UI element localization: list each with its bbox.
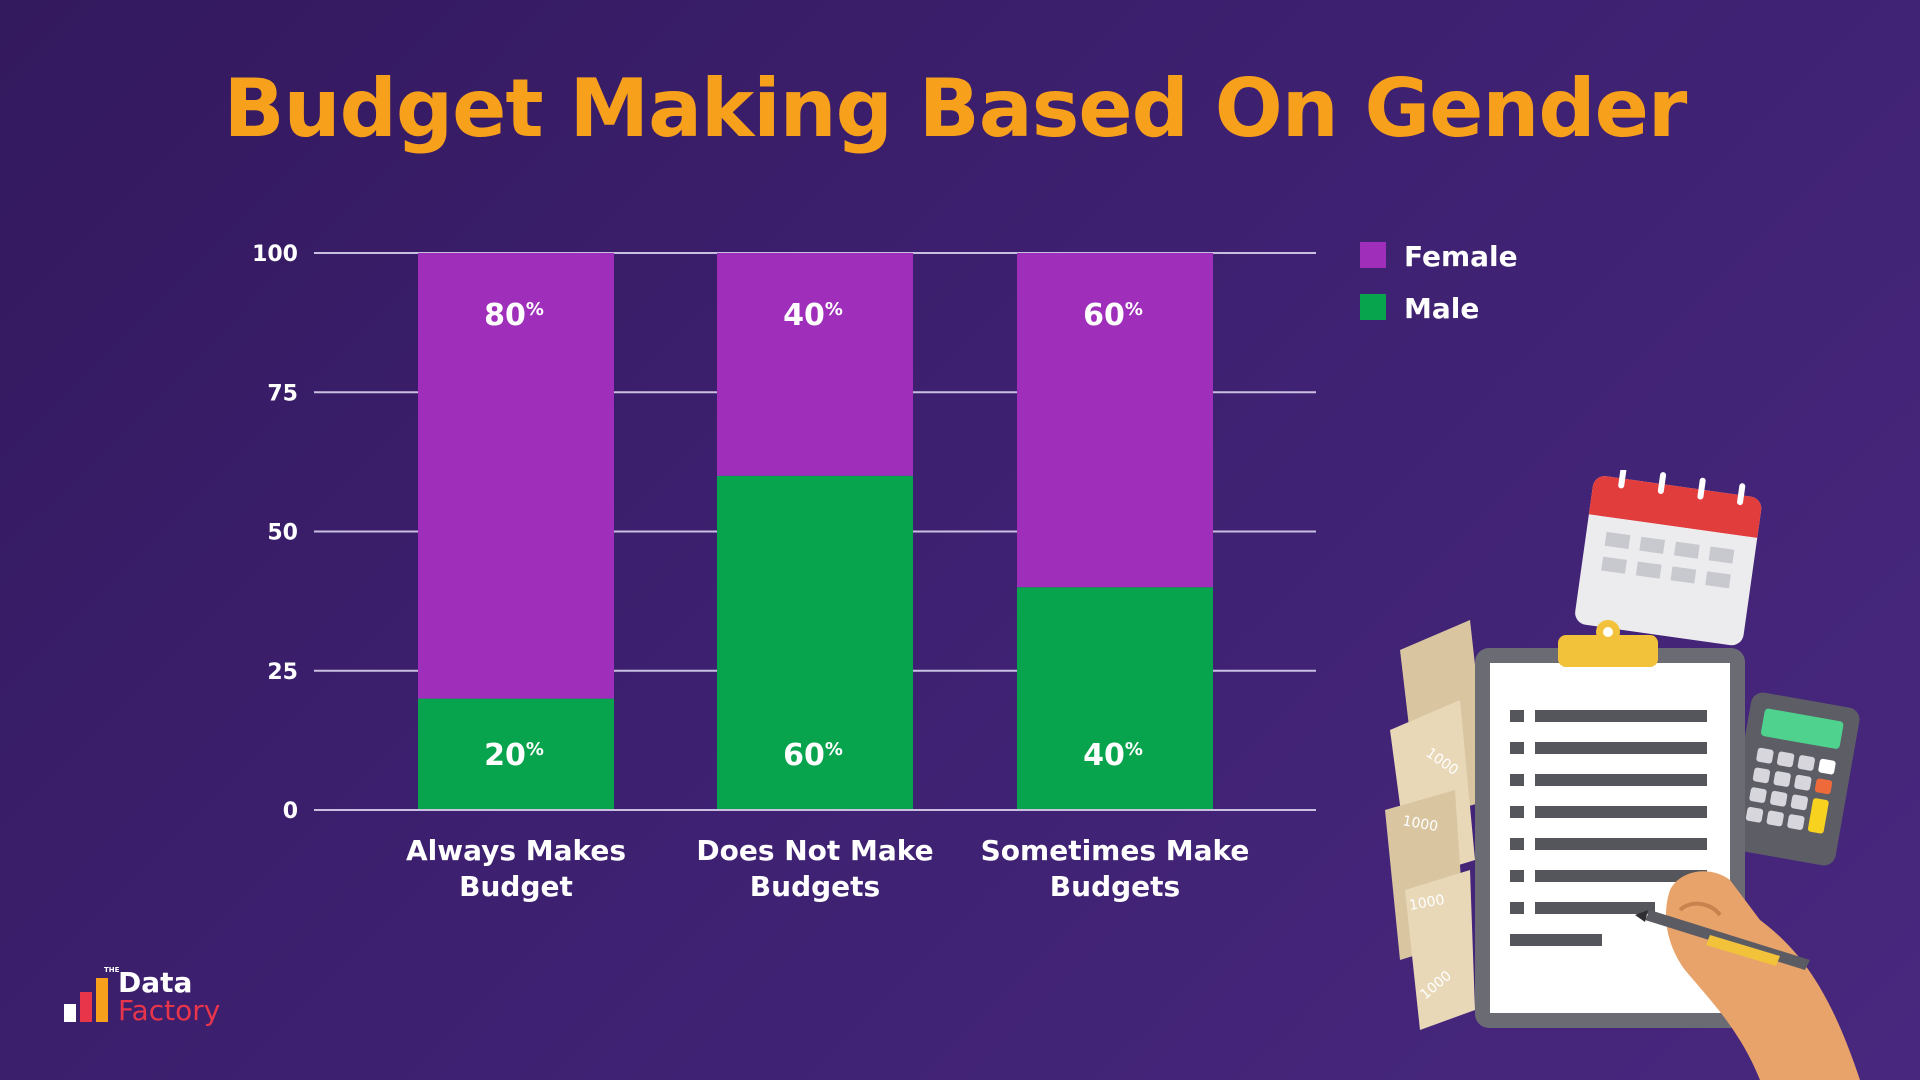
legend-swatch-male bbox=[1360, 294, 1386, 320]
legend-label-female: Female bbox=[1404, 240, 1518, 273]
y-tick-label: 0 bbox=[283, 799, 298, 824]
calendar-icon bbox=[1575, 470, 1762, 646]
y-tick-label: 100 bbox=[252, 242, 298, 267]
x-tick-label: Always Makes bbox=[406, 834, 626, 867]
svg-text:1000: 1000 bbox=[1401, 813, 1439, 835]
data-label: 60% bbox=[783, 738, 843, 773]
x-tick-label: Budgets bbox=[750, 870, 880, 903]
bar-female bbox=[1017, 253, 1213, 588]
calculator-icon bbox=[1727, 692, 1860, 866]
x-tick-label: Budget bbox=[459, 870, 573, 903]
data-label: 60% bbox=[1083, 298, 1143, 333]
legend-label-male: Male bbox=[1404, 292, 1479, 325]
pen-icon bbox=[1635, 910, 1810, 970]
bar-male bbox=[717, 475, 913, 810]
data-label: 20% bbox=[484, 738, 544, 773]
logo-bar bbox=[64, 1004, 76, 1022]
bar-male bbox=[418, 698, 614, 810]
x-tick-label: Budgets bbox=[1050, 870, 1180, 903]
budget-illustration: 1000 1000 1000 1000 bbox=[1385, 470, 1860, 1080]
brand-the: THE bbox=[104, 966, 120, 974]
banknote-icon: 1000 1000 1000 1000 bbox=[1385, 620, 1490, 1030]
data-label: 80% bbox=[484, 298, 544, 333]
data-labels: 20% 80% 60% 40% 40% 60% bbox=[484, 298, 1143, 773]
y-tick-label: 50 bbox=[267, 521, 298, 546]
y-tick-label: 75 bbox=[267, 381, 298, 406]
svg-text:1000: 1000 bbox=[1408, 892, 1446, 914]
brand-logo: THE Data Factory bbox=[64, 966, 264, 1038]
legend: Female Male bbox=[1360, 240, 1518, 325]
data-label: 40% bbox=[783, 298, 843, 333]
chart-title: Budget Making Based On Gender bbox=[223, 62, 1688, 155]
legend-swatch-female bbox=[1360, 242, 1386, 268]
bar-female bbox=[717, 253, 913, 476]
y-tick-label: 25 bbox=[267, 660, 298, 685]
bar-male bbox=[1017, 587, 1213, 810]
x-tick-label: Sometimes Make bbox=[981, 834, 1250, 867]
data-label: 40% bbox=[1083, 738, 1143, 773]
x-tick-label: Does Not Make bbox=[696, 834, 933, 867]
brand-factory: Factory bbox=[118, 994, 221, 1027]
brand-data: Data bbox=[118, 966, 193, 999]
logo-bar bbox=[80, 992, 92, 1022]
hand-icon bbox=[1665, 871, 1860, 1080]
logo-bar bbox=[96, 978, 108, 1022]
bar-female bbox=[418, 253, 614, 699]
bars bbox=[418, 253, 1213, 810]
